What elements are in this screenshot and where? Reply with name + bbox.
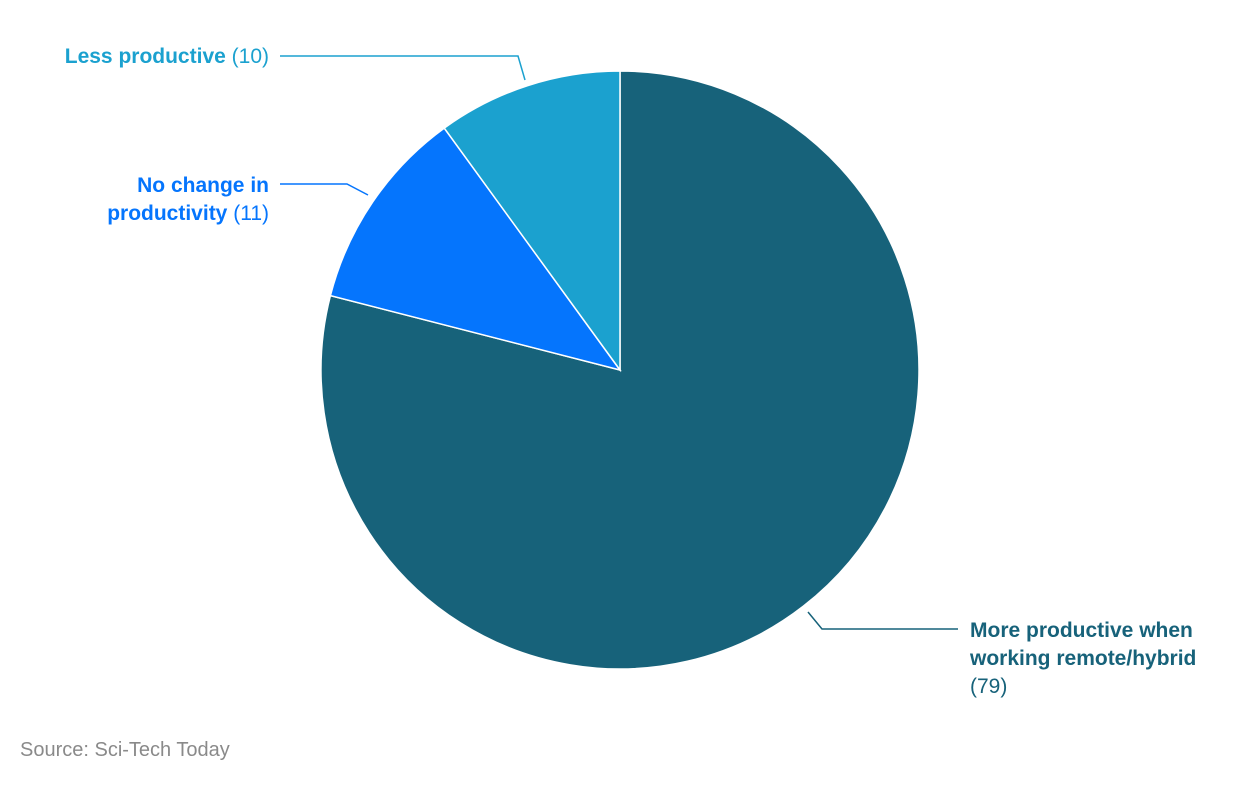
pie-slice-0 [320,70,920,670]
pie-slices [320,70,920,670]
slice-label-text: No change in [137,174,269,197]
slice-label-text: working remote/hybrid [969,647,1196,670]
slice-label-2: Less productive (10) [65,45,269,68]
slice-label-text: Less productive [65,45,226,68]
leader-line-0 [807,611,958,630]
pie-slice-1 [329,127,622,372]
slice-value-label: (10) [226,45,269,68]
slice-labels: More productive when working remote/hybri… [65,45,1197,698]
slice-label-text: productivity [107,202,227,225]
pie-slice-2 [443,70,621,373]
slice-label-text: More productive when [970,619,1193,642]
slice-label-1: No change in productivity (11) [107,174,269,225]
leader-lines [280,55,958,630]
source-note: Source: Sci-Tech Today [20,739,230,761]
leader-line-1 [280,183,369,196]
leader-line-2 [280,55,526,81]
slice-value-label: (11) [227,202,269,225]
slice-value-label: (79) [970,675,1007,698]
slice-label-0: More productive when working remote/hybri… [969,619,1196,698]
